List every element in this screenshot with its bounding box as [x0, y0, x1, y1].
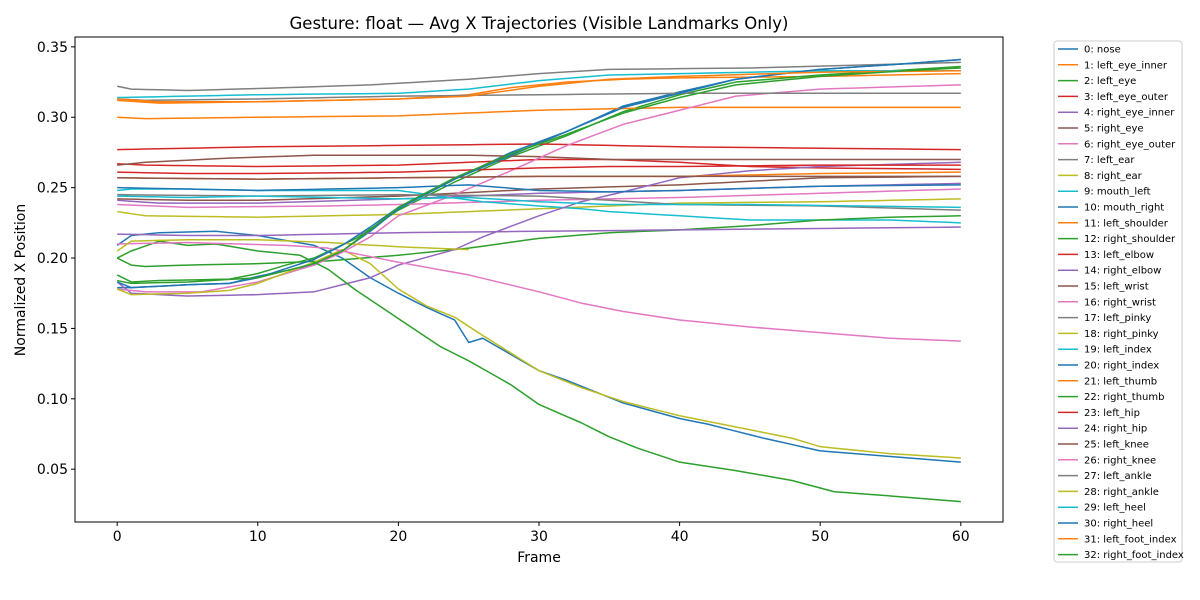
y-tick-label-2: 0.15 — [37, 321, 68, 337]
x-axis-ticks: 0 10 20 30 40 50 60 — [113, 522, 970, 545]
legend-entry-13: 13: left_elbow — [1084, 250, 1154, 261]
legend-entry-15: 15: left_wrist — [1084, 282, 1149, 293]
y-tick-label-4: 0.25 — [37, 181, 68, 197]
legend-entry-18: 18: right_pinky — [1084, 329, 1159, 340]
x-tick-label-0: 0 — [113, 529, 122, 545]
series-line-7 — [117, 61, 961, 92]
series-line-8 — [117, 198, 961, 218]
series-line-25 — [117, 175, 961, 180]
series-line-17 — [117, 92, 961, 102]
legend-entry-4: 4: right_eye_inner — [1084, 108, 1175, 119]
legend-entry-16: 16: right_wrist — [1084, 297, 1156, 308]
legend-box — [1053, 40, 1183, 563]
legend-entry-24: 24: right_hip — [1084, 424, 1147, 435]
legend-entry-1: 1: left_eye_inner — [1084, 60, 1168, 71]
legend-entry-28: 28: right_ankle — [1084, 487, 1159, 498]
legend-entry-23: 23: left_hip — [1084, 408, 1140, 419]
series-line-26 — [117, 241, 961, 342]
legend-entry-9: 9: mouth_left — [1084, 187, 1151, 198]
legend-entry-22: 22: right_thumb — [1084, 392, 1164, 403]
series-line-31 — [117, 70, 961, 103]
legend-entry-31: 31: left_foot_index — [1084, 534, 1177, 545]
series-line-23 — [117, 164, 961, 175]
legend-entry-2: 2: left_eye — [1084, 76, 1136, 87]
legend-entry-8: 8: right_ear — [1084, 171, 1143, 182]
legend-entry-0: 0: nose — [1084, 45, 1121, 56]
x-tick-label-5: 50 — [811, 529, 829, 545]
chart-title: Gesture: float — Avg X Trajectories (Vis… — [290, 14, 789, 33]
legend-items: 0: nose 1: left_eye_inner 2: left_eye 3: le… — [1058, 45, 1184, 561]
x-tick-label-4: 40 — [671, 529, 689, 545]
legend-entry-19: 19: left_index — [1084, 345, 1152, 356]
legend-entry-7: 7: left_ear — [1084, 155, 1135, 166]
series-line-24 — [117, 226, 961, 237]
x-axis-label: Frame — [517, 550, 561, 566]
legend-entry-20: 20: right_index — [1084, 361, 1159, 372]
series-line-20 — [117, 184, 961, 193]
legend-entry-29: 29: left_heel — [1084, 503, 1146, 514]
series-line-22 — [116, 240, 961, 503]
series-line-13 — [117, 158, 961, 171]
y-tick-label-0: 0.05 — [37, 462, 68, 478]
legend-entry-10: 10: mouth_right — [1084, 203, 1164, 214]
legend: 0: nose 1: left_eye_inner 2: left_eye 3: le… — [1053, 40, 1184, 563]
legend-entry-3: 3: left_eye_outer — [1084, 92, 1169, 103]
legend-entry-11: 11: left_shoulder — [1084, 218, 1169, 229]
series-line-2 — [116, 65, 961, 283]
series-line-15 — [117, 154, 961, 166]
legend-entry-6: 6: right_eye_outer — [1084, 139, 1176, 150]
series-line-16 — [117, 84, 961, 293]
series-line-11 — [117, 106, 961, 120]
legend-entry-25: 25: left_knee — [1084, 440, 1149, 451]
series-line-29 — [117, 195, 961, 209]
series-line-12 — [116, 215, 961, 268]
legend-entry-30: 30: right_heel — [1084, 519, 1153, 530]
series-line-14 — [116, 161, 961, 297]
series-line-19 — [117, 70, 961, 99]
legend-entry-14: 14: right_elbow — [1084, 266, 1161, 277]
series-line-5 — [117, 175, 961, 202]
series-line-32 — [117, 67, 961, 285]
legend-entry-27: 27: left_ankle — [1084, 471, 1152, 482]
legend-entry-32: 32: right_foot_index — [1084, 550, 1184, 561]
y-tick-label-1: 0.10 — [37, 392, 68, 408]
legend-entry-12: 12: right_shoulder — [1084, 234, 1176, 245]
x-tick-label-2: 20 — [389, 529, 407, 545]
legend-entry-5: 5: right_eye — [1084, 124, 1144, 135]
x-tick-label-6: 60 — [952, 529, 970, 545]
series-line-0 — [116, 230, 961, 463]
y-axis-ticks: 0.05 0.10 0.15 0.20 0.25 0.30 0.35 — [37, 40, 75, 478]
y-tick-label-3: 0.20 — [37, 251, 68, 267]
y-tick-label-6: 0.35 — [37, 40, 68, 56]
series-line-18 — [116, 248, 961, 459]
x-tick-label-3: 30 — [530, 529, 548, 545]
legend-entry-21: 21: left_thumb — [1084, 376, 1157, 387]
y-tick-label-5: 0.30 — [37, 110, 68, 126]
y-axis-label: Normalized X Position — [13, 204, 29, 356]
plot-lines — [116, 58, 961, 503]
legend-entry-26: 26: right_knee — [1084, 455, 1156, 466]
series-line-28 — [116, 238, 469, 252]
series-line-6 — [117, 188, 961, 209]
x-tick-label-1: 10 — [249, 529, 267, 545]
legend-entry-17: 17: left_pinky — [1084, 313, 1151, 324]
